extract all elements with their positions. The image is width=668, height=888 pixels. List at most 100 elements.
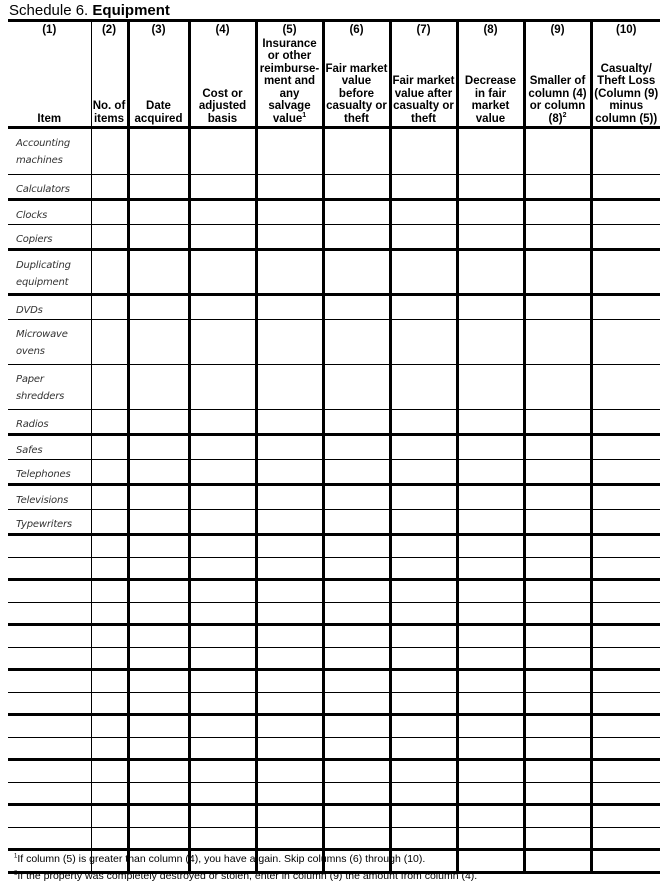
entry-cell[interactable] bbox=[589, 534, 660, 558]
entry-cell[interactable] bbox=[90, 409, 128, 436]
entry-cell[interactable] bbox=[388, 224, 457, 251]
entry-cell[interactable] bbox=[8, 782, 91, 806]
entry-cell[interactable] bbox=[321, 249, 390, 296]
entry-cell[interactable] bbox=[455, 557, 524, 581]
entry-cell[interactable] bbox=[126, 174, 189, 201]
entry-cell[interactable] bbox=[455, 509, 524, 536]
entry-cell[interactable] bbox=[522, 782, 591, 806]
entry-cell[interactable] bbox=[589, 434, 660, 460]
entry-cell[interactable] bbox=[90, 224, 128, 251]
entry-cell[interactable] bbox=[589, 624, 660, 648]
entry-cell[interactable] bbox=[126, 647, 189, 671]
entry-cell[interactable] bbox=[388, 827, 457, 851]
entry-cell[interactable] bbox=[589, 484, 660, 510]
entry-cell[interactable] bbox=[90, 249, 128, 296]
entry-cell[interactable] bbox=[589, 224, 660, 251]
entry-cell[interactable] bbox=[522, 557, 591, 581]
entry-cell[interactable] bbox=[8, 602, 91, 626]
entry-cell[interactable] bbox=[90, 782, 128, 806]
entry-cell[interactable] bbox=[8, 804, 91, 828]
entry-cell[interactable] bbox=[455, 579, 524, 603]
entry-cell[interactable] bbox=[126, 127, 189, 175]
entry-cell[interactable] bbox=[90, 849, 128, 874]
entry-cell[interactable] bbox=[388, 782, 457, 806]
entry-cell[interactable] bbox=[455, 782, 524, 806]
entry-cell[interactable] bbox=[321, 224, 390, 251]
entry-cell[interactable] bbox=[388, 579, 457, 603]
entry-cell[interactable] bbox=[90, 364, 128, 410]
entry-cell[interactable] bbox=[388, 127, 457, 175]
entry-cell[interactable] bbox=[254, 647, 323, 671]
entry-cell[interactable] bbox=[187, 579, 256, 603]
entry-cell[interactable] bbox=[126, 714, 189, 738]
entry-cell[interactable] bbox=[589, 737, 660, 761]
entry-cell[interactable] bbox=[589, 759, 660, 783]
entry-cell[interactable] bbox=[455, 827, 524, 851]
entry-cell[interactable] bbox=[455, 174, 524, 201]
entry-cell[interactable] bbox=[187, 647, 256, 671]
entry-cell[interactable] bbox=[388, 647, 457, 671]
entry-cell[interactable] bbox=[254, 827, 323, 851]
entry-cell[interactable] bbox=[126, 224, 189, 251]
entry-cell[interactable] bbox=[455, 249, 524, 296]
entry-cell[interactable] bbox=[90, 624, 128, 648]
entry-cell[interactable] bbox=[522, 714, 591, 738]
entry-cell[interactable] bbox=[321, 459, 390, 486]
entry-cell[interactable] bbox=[388, 409, 457, 436]
entry-cell[interactable] bbox=[455, 459, 524, 486]
entry-cell[interactable] bbox=[254, 714, 323, 738]
entry-cell[interactable] bbox=[187, 557, 256, 581]
entry-cell[interactable] bbox=[321, 127, 390, 175]
entry-cell[interactable] bbox=[388, 737, 457, 761]
entry-cell[interactable] bbox=[455, 434, 524, 460]
entry-cell[interactable] bbox=[522, 459, 591, 486]
entry-cell[interactable] bbox=[254, 294, 323, 320]
entry-cell[interactable] bbox=[321, 714, 390, 738]
entry-cell[interactable] bbox=[90, 759, 128, 783]
entry-cell[interactable] bbox=[254, 849, 323, 874]
entry-cell[interactable] bbox=[187, 804, 256, 828]
entry-cell[interactable] bbox=[589, 174, 660, 201]
entry-cell[interactable] bbox=[589, 602, 660, 626]
entry-cell[interactable] bbox=[321, 534, 390, 558]
entry-cell[interactable] bbox=[388, 364, 457, 410]
entry-cell[interactable] bbox=[455, 364, 524, 410]
entry-cell[interactable] bbox=[187, 849, 256, 874]
entry-cell[interactable] bbox=[90, 484, 128, 510]
entry-cell[interactable] bbox=[254, 319, 323, 365]
entry-cell[interactable] bbox=[187, 737, 256, 761]
entry-cell[interactable] bbox=[589, 579, 660, 603]
entry-cell[interactable] bbox=[455, 624, 524, 648]
entry-cell[interactable] bbox=[8, 737, 91, 761]
entry-cell[interactable] bbox=[522, 692, 591, 716]
entry-cell[interactable] bbox=[90, 127, 128, 175]
entry-cell[interactable] bbox=[455, 647, 524, 671]
entry-cell[interactable] bbox=[455, 484, 524, 510]
entry-cell[interactable] bbox=[388, 849, 457, 874]
entry-cell[interactable] bbox=[187, 759, 256, 783]
entry-cell[interactable] bbox=[187, 509, 256, 536]
entry-cell[interactable] bbox=[455, 224, 524, 251]
entry-cell[interactable] bbox=[126, 759, 189, 783]
entry-cell[interactable] bbox=[187, 199, 256, 225]
entry-cell[interactable] bbox=[90, 804, 128, 828]
entry-cell[interactable] bbox=[522, 534, 591, 558]
entry-cell[interactable] bbox=[126, 579, 189, 603]
entry-cell[interactable] bbox=[455, 294, 524, 320]
entry-cell[interactable] bbox=[522, 364, 591, 410]
entry-cell[interactable] bbox=[90, 579, 128, 603]
entry-cell[interactable] bbox=[321, 364, 390, 410]
entry-cell[interactable] bbox=[522, 669, 591, 693]
entry-cell[interactable] bbox=[187, 669, 256, 693]
entry-cell[interactable] bbox=[589, 714, 660, 738]
entry-cell[interactable] bbox=[321, 624, 390, 648]
entry-cell[interactable] bbox=[187, 714, 256, 738]
entry-cell[interactable] bbox=[321, 804, 390, 828]
entry-cell[interactable] bbox=[8, 692, 91, 716]
entry-cell[interactable] bbox=[589, 409, 660, 436]
entry-cell[interactable] bbox=[254, 409, 323, 436]
entry-cell[interactable] bbox=[589, 459, 660, 486]
entry-cell[interactable] bbox=[522, 319, 591, 365]
entry-cell[interactable] bbox=[388, 804, 457, 828]
entry-cell[interactable] bbox=[8, 669, 91, 693]
